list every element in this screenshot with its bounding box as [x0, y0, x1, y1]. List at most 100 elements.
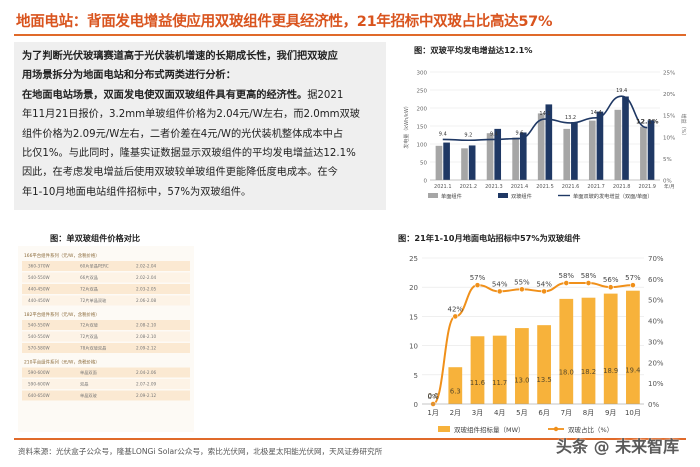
chart2-x-tick: 10月 [625, 409, 641, 417]
chart1-left-tick: 200 [417, 107, 428, 113]
chart1-right-tick: 5% [663, 157, 672, 163]
text-line-3-rest: 据2021 [307, 89, 344, 101]
chart1-data-label: 9.2 [464, 132, 472, 138]
table-row [22, 331, 190, 342]
chart2-line-point [541, 288, 547, 295]
chart1-gain-line [442, 95, 648, 142]
table-cell-price: 2.02-2.04 [136, 275, 156, 280]
chart1-left-tick: 100 [417, 143, 428, 149]
chart2-bar-label: 11.7 [492, 379, 507, 387]
table-group-header: 166平台组件系列（元/W，含税价格） [24, 252, 100, 259]
table-row [22, 261, 190, 271]
chart2-left-tick: 20 [409, 284, 418, 292]
chart1-ylabel-left: 发电量（kWh/kW） [403, 103, 410, 149]
table-row [22, 272, 190, 283]
table-row [22, 343, 190, 353]
table-cell-type: 72片单晶双玻 [80, 297, 107, 304]
chart1-bar-bifacial [494, 128, 502, 180]
table-row [22, 367, 190, 378]
chart1-bar-bifacial [545, 104, 553, 180]
chart2-bar [603, 293, 618, 404]
chart2-bar [626, 290, 640, 404]
chart1-x-tick: 2021.5 [536, 184, 554, 190]
table-cell-power: 440-450W [28, 287, 50, 292]
table-cell-power: 540-550W [28, 323, 50, 328]
text-line-5: 组件价格为2.09元/W左右，二者价差在4元/W的光伏装机整体成本中占 [22, 128, 344, 140]
chart1-bar-single [461, 148, 468, 180]
chart2-line-point [474, 282, 481, 289]
chart2-caption: 图：21年1-10月地面电站招标中57%为双玻组件 [398, 233, 581, 243]
table-cell-power: 540-550W [28, 334, 50, 339]
table-cell-price: 2.07-2.09 [136, 382, 156, 387]
text-line-3: 在地面电站场景，双面发电使双面双玻组件具有更高的经济性。据2021 [22, 86, 378, 105]
table-cell-type: 72片双玻 [80, 322, 99, 329]
table-cell-price: 2.09-2.12 [136, 346, 156, 351]
text-line-7: 因此，在考虑发电增益后使用双玻较单玻组件更能降低度电成本。在今 [22, 167, 338, 179]
chart1-data-label: 19.4 [616, 88, 627, 94]
table-cell-type: 78片双玻双晶 [80, 345, 106, 352]
chart2-bar-label: 13.5 [537, 376, 552, 384]
bifacial-tender-chart: 252015105070%60%50%40%30%20%10%0%0.01月6.… [398, 246, 688, 442]
chart2-line-label: 54% [492, 280, 508, 288]
module-price-table: 166平台组件系列（元/W，含税价格） 360-370W 60片单晶PERC 2.02… [18, 246, 194, 432]
chart2-x-tick: 5月 [516, 409, 527, 417]
chart2-x-tick: 1月 [427, 409, 438, 417]
text-line-1: 为了判断光伏玻璃赛道高于光伏装机增速的长期成长性，我们把双玻应 [22, 51, 338, 62]
text-line-8: 年1-10月地面电站组件招标中，57%为双玻组件。 [22, 186, 252, 198]
chart1-bar-single [486, 133, 494, 180]
chart2-legend-swatch-bar [438, 426, 450, 432]
chart2-bar-label: 18.9 [603, 367, 618, 375]
chart2-right-tick: 0% [648, 401, 659, 409]
chart1-bar-bifacial [596, 111, 604, 180]
chart1-legend-swatch-bifacial [498, 193, 508, 198]
chart2-bar [448, 367, 463, 404]
chart1-legend-bifacial: 双玻组件 [511, 192, 532, 200]
chart2-right-tick: 40% [648, 318, 664, 326]
source-footer: 资料来源：光伏盒子公众号，隆基LONGi Solar公众号，索比光伏网，北极星太… [18, 447, 383, 456]
table-cell-price: 2.03-2.05 [136, 287, 156, 292]
chart1-data-label: 14.1 [539, 111, 550, 117]
gain-bar-line-chart: 300 250 200 150 100 50 0 25% 20% 15% 10% 5% 0% 发电量（kW… [398, 58, 688, 210]
text-line-2: 用场景拆分为地面电站和分布式两类进行分析： [22, 70, 236, 82]
chart2-x-tick: 6月 [538, 409, 549, 417]
chart1-x-tick: 2021.3 [485, 184, 503, 190]
chart1-bar-single [512, 137, 519, 180]
chart2-bar-label: 18.2 [581, 368, 596, 376]
table-cell-price: 2.09-2.12 [136, 393, 156, 398]
chart2-x-tick: 4月 [494, 409, 505, 417]
chart2-x-tick: 7月 [561, 409, 572, 417]
table-cell-type: 60片单晶PERC [80, 263, 109, 270]
chart2-x-tick: 8月 [583, 409, 594, 417]
text-line-3-bold: 在地面电站场景，双面发电使双面双玻组件具有更高的经济性。 [22, 89, 308, 101]
chart2-bar [537, 325, 551, 404]
chart2-bar [492, 335, 507, 404]
chart2-right-tick: 70% [648, 255, 664, 263]
chart1-right-tick: 15% [663, 114, 675, 120]
chart2-left-tick: 25 [409, 255, 418, 263]
chart2-right-tick: 30% [648, 338, 664, 346]
chart1-bar-single [640, 126, 647, 180]
chart2-line-label: 58% [559, 272, 575, 280]
chart1-legend-gain: 单面双玻的发电增益（双面/单面） [573, 192, 653, 200]
chart1-x-tick: 2021.4 [511, 184, 529, 190]
table-cell-power: 590-600W [28, 370, 50, 375]
chart1-bar-bifacial [647, 120, 655, 180]
chart2-bar-label: 13.0 [514, 377, 529, 385]
chart2-right-tick: 20% [648, 359, 664, 367]
chart1-x-tick: 2021.6 [562, 184, 580, 190]
chart1-bar-bifacial [468, 145, 476, 180]
chart1-data-label: 9.4 [490, 131, 498, 137]
chart2-line-label: 57% [470, 274, 486, 282]
chart2-left-tick: 0 [414, 401, 418, 409]
table-cell-type: 66片双晶 [80, 274, 98, 281]
table-row [22, 284, 190, 294]
chart2-legend-line: 双玻占比（%） [568, 425, 613, 434]
chart2-line-label: 58% [581, 272, 597, 280]
table-cell-type: 72片双晶 [80, 286, 98, 293]
chart2-line-label: 55% [514, 278, 530, 286]
chart2-line-label: 0% [428, 393, 439, 401]
table-row [22, 295, 190, 306]
footer-divider [14, 438, 686, 440]
table-cell-power: 440-450W [28, 298, 50, 303]
table-cell-type: 72片双晶 [80, 333, 98, 340]
